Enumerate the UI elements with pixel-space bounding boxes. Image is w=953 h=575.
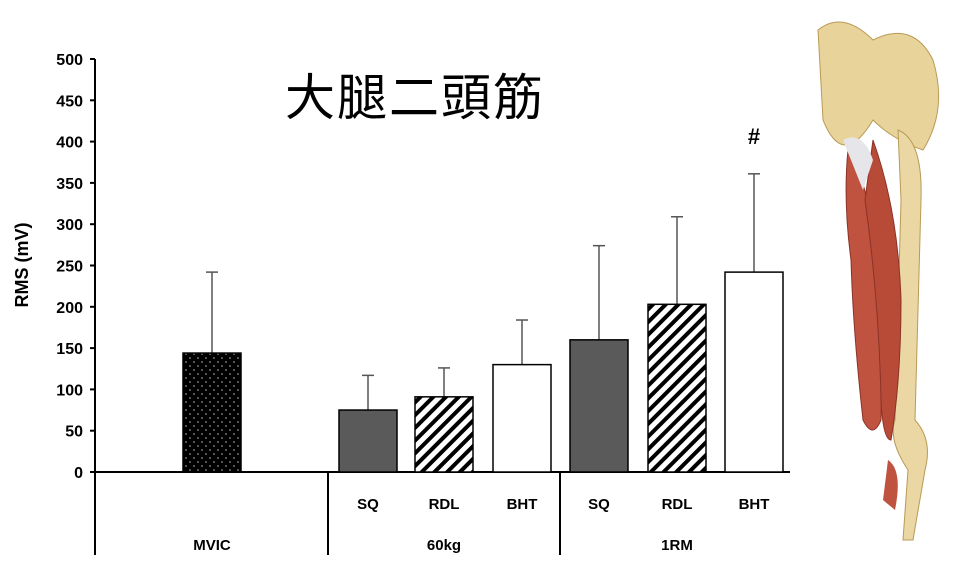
category-label: BHT (739, 496, 770, 513)
group-label: 1RM (661, 537, 693, 554)
bar (647, 303, 707, 473)
y-tick-label: 0 (74, 465, 83, 482)
y-tick-label: 200 (56, 300, 83, 317)
y-tick-label: 500 (56, 52, 83, 69)
category-label: SQ (357, 496, 379, 513)
y-tick-label: 350 (56, 176, 83, 193)
category-label: RDL (662, 496, 693, 513)
group-label: MVIC (193, 537, 231, 554)
chart-title: 大腿二頭筋 (285, 69, 545, 127)
y-tick-label: 100 (56, 382, 83, 399)
bar (724, 271, 784, 473)
category-label: RDL (429, 496, 460, 513)
significance-marker: # (748, 124, 760, 149)
bar (182, 352, 242, 473)
y-tick-label: 50 (65, 424, 83, 441)
bar (338, 409, 398, 473)
group-label: 60kg (427, 537, 461, 554)
y-tick-label: 150 (56, 341, 83, 358)
y-tick-label: 400 (56, 135, 83, 152)
y-axis-label: RMS (mV) (12, 222, 32, 307)
y-tick-label: 250 (56, 259, 83, 276)
bar (492, 363, 552, 473)
hamstring-anatomy-illustration (817, 21, 940, 541)
bar (414, 396, 474, 473)
y-tick-label: 450 (56, 93, 83, 110)
bar (569, 339, 629, 473)
category-label: SQ (588, 496, 610, 513)
category-label: BHT (507, 496, 538, 513)
y-tick-label: 300 (56, 217, 83, 234)
